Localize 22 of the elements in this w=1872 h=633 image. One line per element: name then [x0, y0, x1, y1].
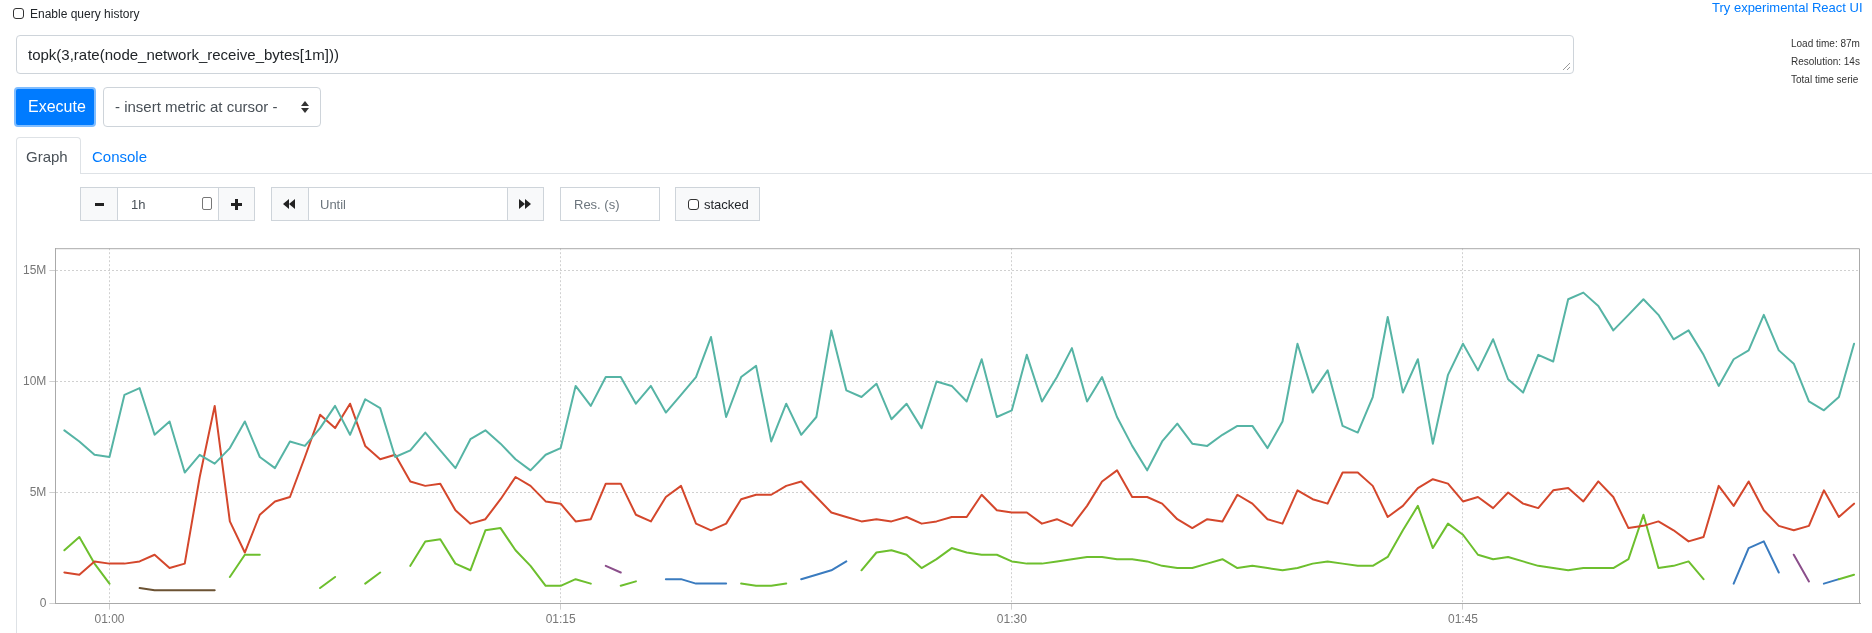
text: - insert metric at cursor -	[115, 98, 278, 115]
text: Until	[320, 197, 347, 212]
text: Try experimental React UI	[1712, 0, 1863, 15]
y-tick-label: 0	[39, 595, 47, 610]
text: 1h	[131, 197, 146, 212]
text: Resolution: 14s	[1791, 56, 1860, 67]
text: Total time serie	[1791, 74, 1859, 85]
text: stacked	[704, 197, 749, 212]
text: Console	[92, 148, 148, 165]
x-tick-label: 01:00	[94, 612, 125, 627]
text: Load time: 87m	[1791, 38, 1860, 49]
x-tick-label: 01:45	[1447, 612, 1479, 627]
text: topk(3,rate(node_network_receive_bytes[1m]))	[28, 46, 339, 63]
x-tick-label: 01:30	[996, 612, 1028, 627]
text: Execute	[28, 98, 86, 115]
text: Res. (s)	[574, 197, 620, 212]
x-tick-label: 01:15	[545, 612, 576, 627]
y-tick-label: 15M	[23, 262, 47, 277]
y-tick-label: 10M	[23, 373, 47, 388]
text: Graph	[26, 148, 68, 165]
y-tick-label: 5M	[29, 484, 47, 499]
text: Enable query history	[30, 7, 140, 21]
